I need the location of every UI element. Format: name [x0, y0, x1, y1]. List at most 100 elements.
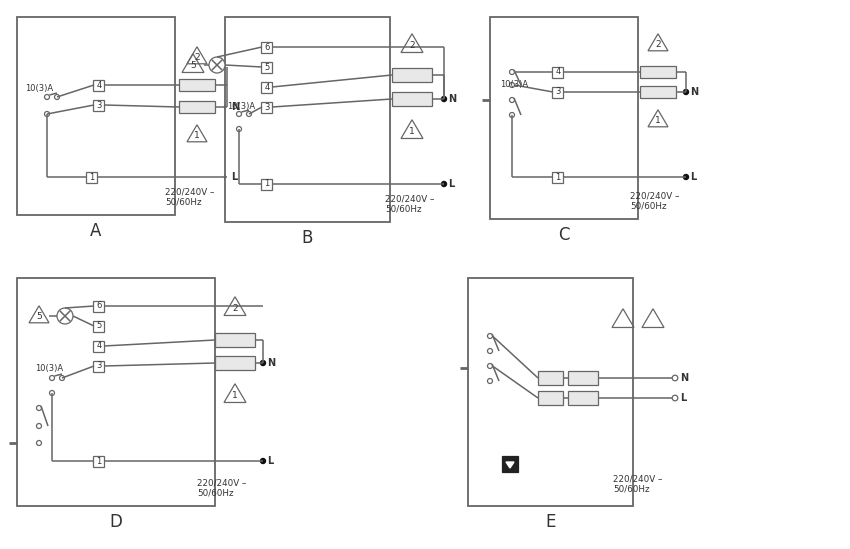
- Circle shape: [260, 458, 265, 463]
- Bar: [94, 361, 105, 372]
- Text: 220/240V –
50/60Hz: 220/240V – 50/60Hz: [197, 478, 246, 498]
- Circle shape: [672, 375, 677, 381]
- Circle shape: [44, 94, 49, 99]
- Bar: [502, 456, 518, 472]
- Bar: [94, 456, 105, 467]
- Text: L: L: [267, 456, 273, 466]
- Bar: [640, 86, 676, 98]
- Bar: [17, 278, 215, 506]
- Text: 1: 1: [409, 127, 415, 137]
- Bar: [94, 340, 105, 351]
- Bar: [262, 61, 273, 72]
- Bar: [94, 321, 105, 332]
- Bar: [94, 99, 105, 110]
- Circle shape: [37, 440, 42, 445]
- Text: 1: 1: [555, 172, 561, 182]
- Circle shape: [224, 104, 230, 109]
- Bar: [179, 101, 215, 113]
- Text: 4: 4: [555, 68, 561, 76]
- Bar: [552, 87, 564, 98]
- Bar: [392, 92, 432, 106]
- Text: 220/240V –
50/60Hz: 220/240V – 50/60Hz: [613, 474, 662, 494]
- Text: 1: 1: [232, 391, 238, 400]
- Bar: [538, 391, 563, 405]
- Bar: [225, 17, 390, 222]
- Circle shape: [54, 94, 60, 99]
- Text: N: N: [448, 94, 456, 104]
- Text: 4: 4: [96, 81, 102, 89]
- Text: 1: 1: [96, 457, 102, 466]
- Circle shape: [236, 111, 241, 116]
- Circle shape: [488, 333, 492, 339]
- Text: 6: 6: [96, 301, 102, 311]
- Text: 220/240V –
50/60Hz: 220/240V – 50/60Hz: [630, 191, 679, 211]
- Circle shape: [509, 113, 514, 117]
- Circle shape: [488, 363, 492, 368]
- Circle shape: [37, 423, 42, 429]
- Bar: [87, 171, 98, 182]
- Circle shape: [246, 111, 252, 116]
- Circle shape: [260, 361, 265, 366]
- Text: 5: 5: [96, 322, 102, 330]
- Text: 2: 2: [232, 305, 238, 313]
- Text: D: D: [110, 513, 122, 531]
- Text: 10(3)A: 10(3)A: [25, 85, 53, 93]
- Bar: [490, 17, 638, 219]
- Bar: [568, 371, 598, 385]
- Bar: [215, 333, 255, 347]
- Text: A: A: [90, 222, 102, 240]
- Text: 5: 5: [264, 63, 269, 71]
- Text: 10(3)A: 10(3)A: [227, 102, 255, 110]
- Bar: [17, 17, 175, 215]
- Text: 4: 4: [264, 82, 269, 92]
- Text: 1: 1: [194, 131, 200, 141]
- Text: L: L: [680, 393, 686, 403]
- Bar: [94, 300, 105, 311]
- Text: N: N: [690, 87, 698, 97]
- Bar: [392, 68, 432, 82]
- Bar: [262, 102, 273, 113]
- Text: 1: 1: [89, 172, 94, 182]
- Bar: [179, 79, 215, 91]
- Text: 10(3)A: 10(3)A: [500, 81, 528, 89]
- Circle shape: [57, 308, 73, 324]
- Bar: [262, 178, 273, 189]
- Circle shape: [683, 89, 689, 94]
- Bar: [552, 171, 564, 182]
- Text: 220/240V –
50/60Hz: 220/240V – 50/60Hz: [165, 187, 214, 207]
- Text: C: C: [558, 226, 570, 244]
- Text: 1: 1: [655, 116, 660, 125]
- Text: 3: 3: [96, 100, 102, 109]
- Text: L: L: [690, 172, 696, 182]
- Text: 5: 5: [36, 312, 42, 321]
- Circle shape: [488, 378, 492, 384]
- Circle shape: [488, 349, 492, 354]
- Bar: [538, 371, 563, 385]
- Circle shape: [672, 395, 677, 401]
- Text: 2: 2: [194, 53, 200, 63]
- Text: E: E: [546, 513, 556, 531]
- Text: N: N: [267, 358, 275, 368]
- Text: L: L: [231, 172, 237, 182]
- Bar: [552, 66, 564, 77]
- Circle shape: [44, 111, 49, 116]
- Text: 6: 6: [264, 42, 269, 52]
- Text: B: B: [302, 229, 313, 247]
- Bar: [262, 81, 273, 92]
- Circle shape: [49, 390, 54, 395]
- Bar: [468, 278, 633, 506]
- Circle shape: [37, 406, 42, 411]
- Circle shape: [49, 376, 54, 380]
- Bar: [94, 80, 105, 91]
- Circle shape: [224, 175, 230, 180]
- Bar: [215, 356, 255, 370]
- Circle shape: [509, 98, 514, 103]
- Text: 2: 2: [655, 40, 660, 49]
- Circle shape: [441, 97, 446, 102]
- Text: 4: 4: [96, 341, 102, 350]
- Text: 10(3)A: 10(3)A: [35, 363, 63, 373]
- Text: N: N: [231, 102, 239, 112]
- Text: 3: 3: [264, 103, 269, 111]
- Text: 3: 3: [555, 87, 561, 97]
- Circle shape: [236, 126, 241, 132]
